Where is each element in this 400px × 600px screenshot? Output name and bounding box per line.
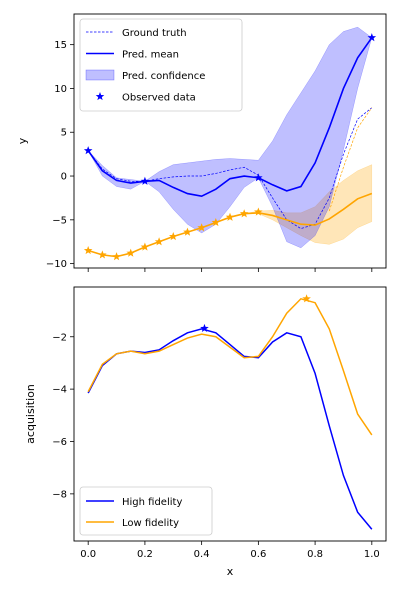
y-tick-label: 10 (54, 84, 67, 95)
plot-area (87, 294, 373, 530)
low-fidelity-observed-point (225, 212, 235, 221)
low-fidelity-max-marker (302, 294, 311, 303)
low-fidelity-observed-point (211, 217, 221, 227)
x-tick-label: 0.8 (307, 549, 323, 560)
low-fidelity-observed-point (254, 207, 263, 216)
top-panel: −10 −5 0 5 10 15 y Ground truth Pred. mean Pred. … (16, 13, 387, 272)
low-fidelity-observed-point (197, 223, 206, 232)
low-fidelity-observed-point (183, 227, 192, 236)
high-fidelity-mean-line (87, 37, 373, 198)
plot-area (83, 26, 377, 261)
low-fidelity-observed-point (126, 248, 136, 257)
legend-observed-swatch (95, 92, 105, 101)
y-tick-label: −4 (52, 385, 67, 396)
legend-box (79, 18, 243, 112)
high-fidelity-observed-point (254, 173, 263, 182)
y-tick-label: 5 (61, 128, 67, 139)
y-tick-label: 0 (61, 172, 67, 183)
low-fidelity-ground-truth-line (328, 107, 373, 212)
y-axis-label: acquisition (24, 384, 37, 444)
y-tick-label: −6 (52, 437, 67, 448)
low-fidelity-observed-point (154, 237, 164, 246)
y-axis-label: y (16, 137, 29, 144)
y-tick-label: −10 (46, 259, 67, 270)
y-tick-label: −2 (52, 332, 67, 343)
y-tick-label: −8 (52, 489, 67, 500)
high-fidelity-max-marker (200, 323, 209, 333)
legend-label-observed: Observed data (122, 93, 196, 104)
y-tick-label: −5 (52, 215, 67, 226)
legend-label-high-fidelity: High fidelity (122, 497, 182, 508)
axes-frame (73, 286, 387, 542)
x-tick-label: 1.0 (364, 549, 380, 560)
high-fidelity-ground-truth-line (87, 107, 373, 229)
legend-label-pred-mean: Pred. mean (122, 50, 179, 61)
x-tick-label: 0.0 (80, 549, 96, 560)
legend-pred-confidence-swatch (85, 69, 115, 81)
legend-label-pred-conf: Pred. confidence (122, 71, 205, 82)
x-axis-label: x (227, 565, 234, 578)
low-fidelity-observed-point (239, 209, 249, 218)
legend-label-ground-truth: Ground truth (122, 28, 187, 39)
low-fidelity-observed-point (112, 252, 121, 261)
low-fidelity-observed-point (83, 245, 93, 255)
x-tick-label: 0.6 (250, 549, 266, 560)
high-fidelity-observed-point (367, 33, 377, 42)
low-fidelity-observed-point (98, 250, 107, 259)
x-tick-label: 0.2 (137, 549, 153, 560)
legend-label-low-fidelity: Low fidelity (122, 518, 179, 529)
high-fidelity-observed-point (140, 176, 150, 185)
legend-box (79, 486, 213, 536)
bottom-panel: 0.0 0.2 0.4 0.6 0.8 1.0 −8 −6 −4 −2 acquisition x Hi… (24, 286, 387, 578)
x-tick-label: 0.4 (194, 549, 210, 560)
low-fidelity-acquisition-line (87, 297, 373, 436)
low-fidelity-observed-point (140, 242, 150, 251)
low-fidelity-observed-point (168, 231, 178, 241)
high-fidelity-observed-point (83, 146, 93, 155)
y-tick-label: 15 (54, 40, 67, 51)
axes-frame (73, 13, 387, 269)
